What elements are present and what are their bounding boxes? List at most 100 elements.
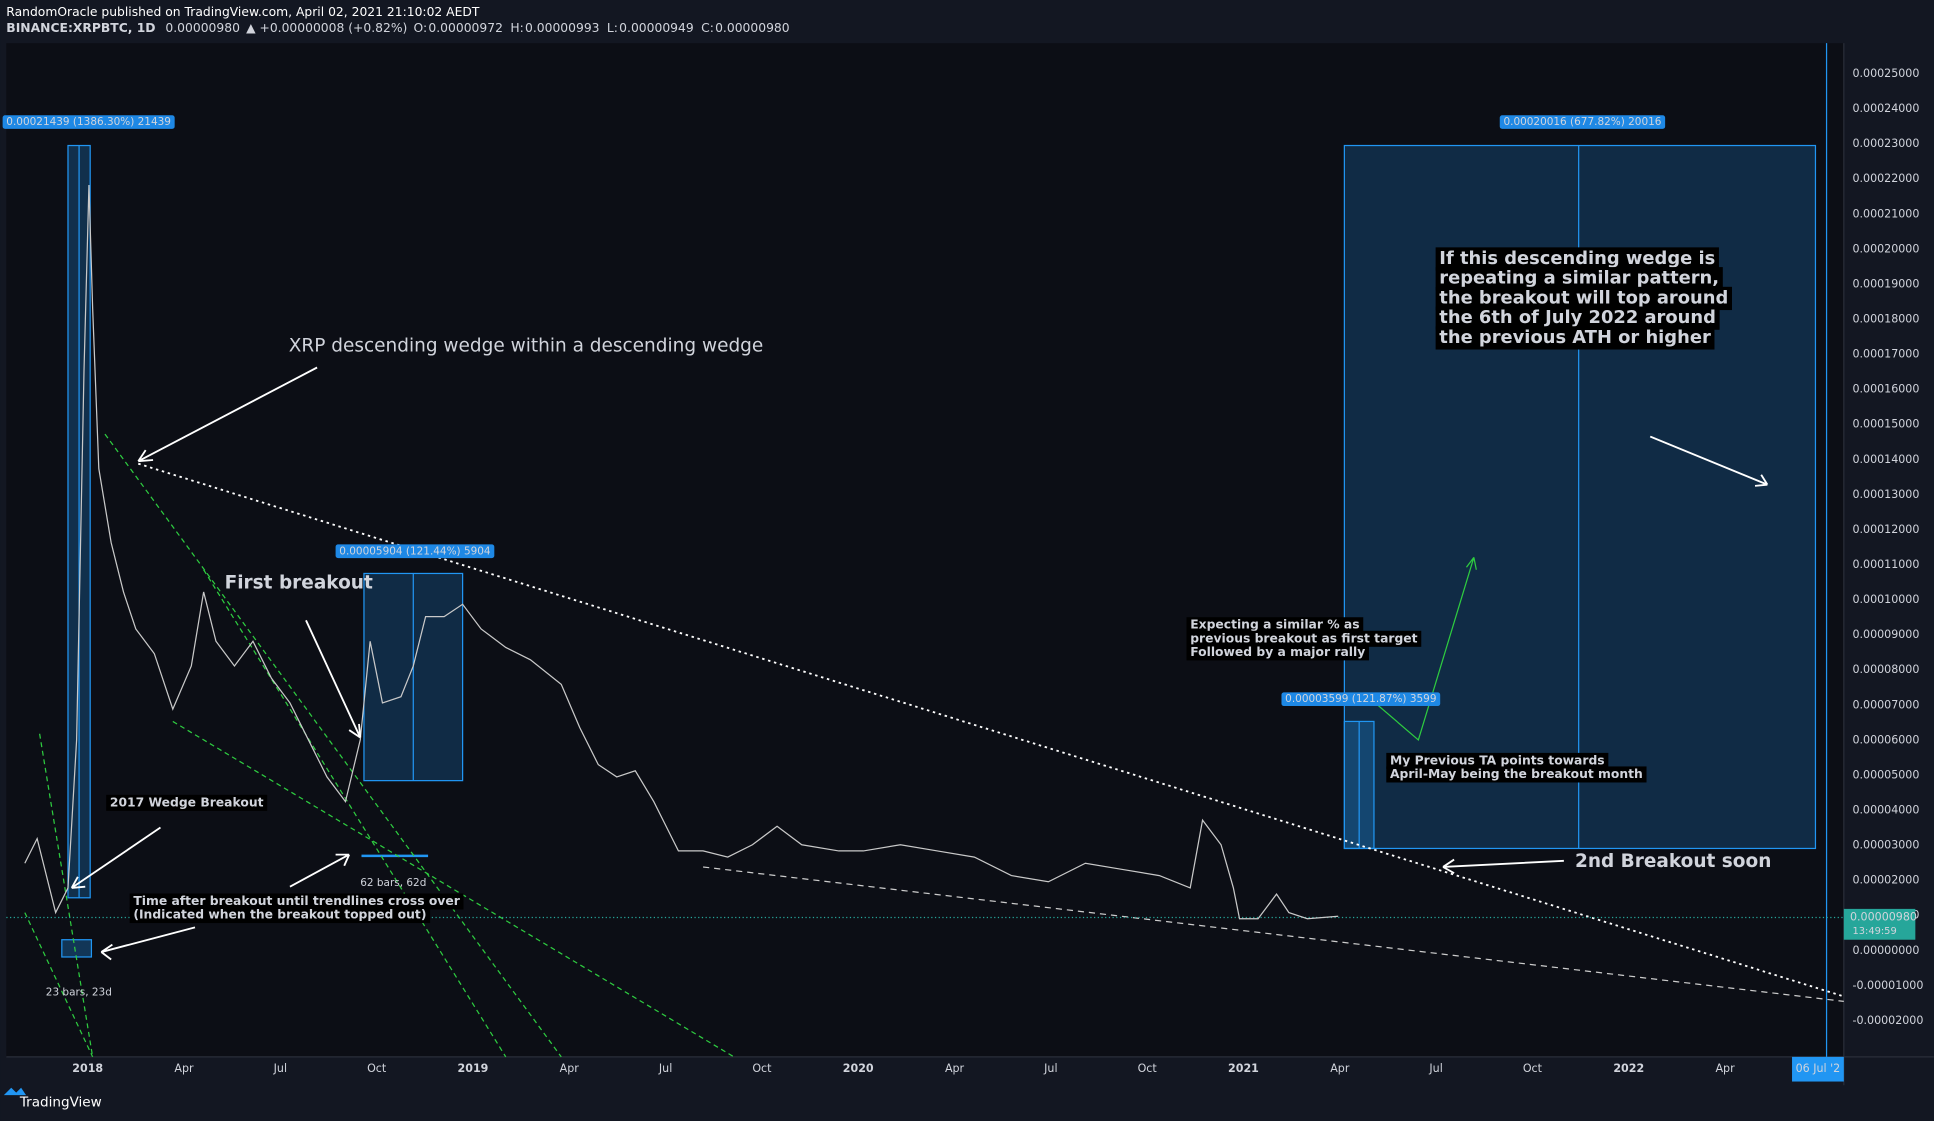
annotation: 0.00005904 (121.44%) 5904: [339, 545, 491, 557]
trendline: [703, 866, 1844, 1002]
trendline: [39, 733, 94, 1057]
time-tick-label: 2020: [843, 1062, 874, 1075]
annotation: previous breakout as first target: [1190, 631, 1417, 645]
time-tick-label: Apr: [1330, 1062, 1350, 1075]
annotation: If this descending wedge is: [1439, 248, 1715, 269]
annotation: 2nd Breakout soon: [1575, 851, 1771, 872]
price-tick-label: 0.00025000: [1852, 67, 1919, 80]
projection: [1374, 557, 1477, 742]
annotation: 0.00003599 (121.87%) 3599: [1285, 693, 1436, 705]
price-tick-label: 0.00002000: [1852, 874, 1919, 887]
annotation: 0.00020016 (677.82%) 20016: [1503, 116, 1661, 128]
time-tick-label: Oct: [367, 1062, 387, 1075]
annotation: 0.00021439 (1386.30%) 21439: [6, 116, 171, 128]
annotation-bg: [1435, 326, 1715, 350]
header-item: 0.00000980: [715, 21, 790, 35]
price-tick-label: 0.00024000: [1852, 102, 1919, 115]
header-item: ▲ +0.00000008 (+0.82%): [246, 21, 407, 35]
last-price-box: [1843, 908, 1916, 940]
annotation-bg: [2, 115, 175, 129]
annotation-bg: [1186, 644, 1369, 661]
time-tick-label: Oct: [1523, 1062, 1543, 1075]
header-item: BINANCE:XRPBTC, 1D: [6, 21, 155, 35]
price-tick-label: 0.00011000: [1852, 558, 1919, 571]
annotation: 2017 Wedge Breakout: [110, 795, 264, 809]
annotation-bg: [1386, 752, 1609, 769]
arrow: [137, 366, 318, 463]
annotation-bg: [129, 907, 431, 924]
price-tick-label: 0.00003000: [1852, 839, 1919, 852]
annotation: XRP descending wedge within a descending…: [289, 336, 764, 357]
annotation: My Previous TA points towards: [1390, 753, 1605, 767]
arrow: [305, 619, 362, 739]
annotation: 23 bars, 23d: [46, 987, 112, 999]
header-item: 0.00000980: [165, 21, 240, 35]
time-tick-label: Apr: [945, 1062, 965, 1075]
annotation: the previous ATH or higher: [1439, 327, 1711, 348]
time-tick-label: Jul: [1043, 1062, 1057, 1075]
annotation: First breakout: [225, 572, 373, 593]
annotation: repeating a similar pattern,: [1439, 268, 1719, 289]
arrow: [1649, 435, 1769, 487]
header-item: 0.00000949: [619, 21, 694, 35]
trendline: [172, 720, 735, 1058]
trendline: [203, 569, 507, 1058]
annotation-bg: [1186, 630, 1422, 647]
arrow: [70, 826, 161, 889]
time-tick-label: 2021: [1228, 1062, 1259, 1075]
arrow: [100, 926, 196, 961]
price-tick-label: 0.00004000: [1852, 804, 1919, 817]
price-path: [24, 184, 1339, 920]
price-tick-label: -0.00002000: [1852, 1014, 1923, 1027]
annotation: Expecting a similar % as: [1190, 618, 1359, 632]
brand: TradingView: [19, 1095, 102, 1111]
time-tick-label: Apr: [1715, 1062, 1735, 1075]
time-tick-label: 2022: [1613, 1062, 1644, 1075]
annotation: the breakout will top around: [1439, 287, 1728, 308]
header-item: L:: [607, 21, 618, 35]
arrow: [289, 853, 351, 888]
price-tick-label: 0.00000000: [1852, 944, 1919, 957]
logo: [3, 1087, 27, 1096]
time-tick-label: Jul: [1428, 1062, 1442, 1075]
annotation-bg: [335, 544, 495, 559]
trendline: [104, 433, 562, 1058]
price-tick-label: 0.00006000: [1852, 733, 1919, 746]
annotation: Followed by a major rally: [1190, 645, 1365, 659]
price-tick-label: 0.00021000: [1852, 207, 1919, 220]
annotation-bg: [129, 893, 464, 910]
price-tick-label: 0.00023000: [1852, 137, 1919, 150]
time-tick-label: Jul: [658, 1062, 672, 1075]
annotation-bg: [1435, 286, 1732, 311]
annotation-bg: [1435, 247, 1719, 271]
price-tick-label: 0.00022000: [1852, 172, 1919, 185]
price-tick-label: 0.00009000: [1852, 628, 1919, 641]
price-tick-label: 0.00018000: [1852, 313, 1919, 326]
last-price: 0.00000980: [1850, 911, 1917, 924]
price-tick-label: 0.00005000: [1852, 768, 1919, 781]
arrow: [1442, 858, 1564, 874]
trendline: [24, 912, 94, 1058]
price-tick-label: 0.00010000: [1852, 593, 1919, 606]
range-box: [61, 939, 93, 958]
annotation: April-May being the breakout month: [1390, 767, 1643, 781]
price-tick-label: 0.00016000: [1852, 383, 1919, 396]
price-tick-label: 0.00012000: [1852, 523, 1919, 536]
time-cursor-box: [1792, 1056, 1844, 1082]
header-item: 0.00000972: [428, 21, 503, 35]
price-tick-label: 0.00019000: [1852, 277, 1919, 290]
chart-pane: [6, 43, 1844, 1057]
time-tick-label: Jul: [273, 1062, 287, 1075]
price-tick-label: 0.00017000: [1852, 348, 1919, 361]
countdown: 13:49:59: [1852, 926, 1896, 937]
annotation-bg: [1186, 617, 1364, 634]
annotation: (Indicated when the breakout topped out): [133, 908, 426, 922]
header-item: O:: [414, 21, 428, 35]
annotation-bg: [1435, 306, 1720, 330]
time-tick-label: Oct: [1138, 1062, 1158, 1075]
price-tick-label: 0.00007000: [1852, 698, 1919, 711]
price-tick-label: 0.00014000: [1852, 453, 1919, 466]
annotation: Time after breakout until trendlines cro…: [133, 894, 460, 908]
annotation-bg: [106, 794, 268, 811]
annotation: the 6th of July 2022 around: [1439, 307, 1716, 328]
